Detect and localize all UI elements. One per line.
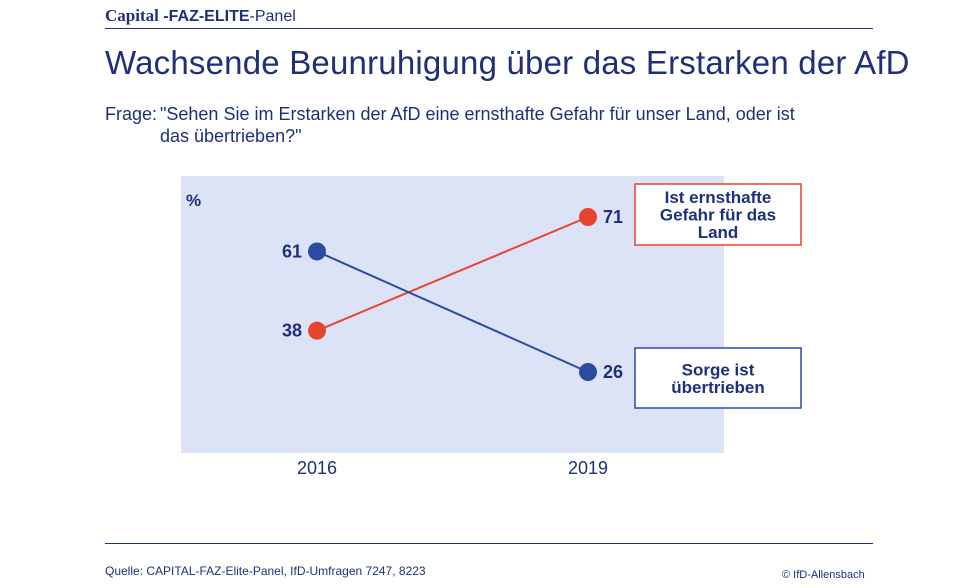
question-label: Frage: [105,104,158,124]
y-unit-label: % [186,191,201,210]
data-point [308,321,326,340]
series-line [316,250,589,373]
legend-label: Gefahr für das [660,206,776,225]
data-point [579,208,597,226]
brand-panel: Panel [254,8,296,25]
brand-dash: - [249,8,255,25]
brand-faz-elite: FAZ-ELITE [168,8,250,25]
series-line [316,216,589,332]
source-note: Quelle: CAPITAL-FAZ-Elite-Panel, IfD-Umf… [105,564,426,578]
brand-header: Capital -FAZ-ELITE-Panel [105,6,296,26]
data-label: 38 [282,321,302,341]
brand-dash: - [163,8,169,25]
legend-box [634,183,802,246]
legend-label: Land [698,223,739,242]
data-point [579,363,597,381]
x-tick-label: 2019 [568,458,608,478]
header-divider [105,28,873,29]
x-tick-label: 2016 [297,458,337,478]
data-point [308,242,326,261]
copyright-note: © IfD-Allensbach [782,569,865,581]
question-text: "Sehen Sie im Erstarken der AfD eine ern… [160,104,795,146]
legend-box [634,347,802,409]
chart-title: Wachsende Beunruhigung über das Erstarke… [105,44,910,81]
data-label: 26 [603,362,623,382]
legend-label: Ist ernsthafte [665,188,772,207]
data-label: 71 [603,207,623,227]
plot-area [181,176,724,453]
footer-divider [105,543,873,544]
legend-label: übertrieben [671,378,765,397]
brand-capital: Capital [105,6,159,25]
legend-label: Sorge ist [682,360,755,379]
data-label: 61 [282,241,302,261]
